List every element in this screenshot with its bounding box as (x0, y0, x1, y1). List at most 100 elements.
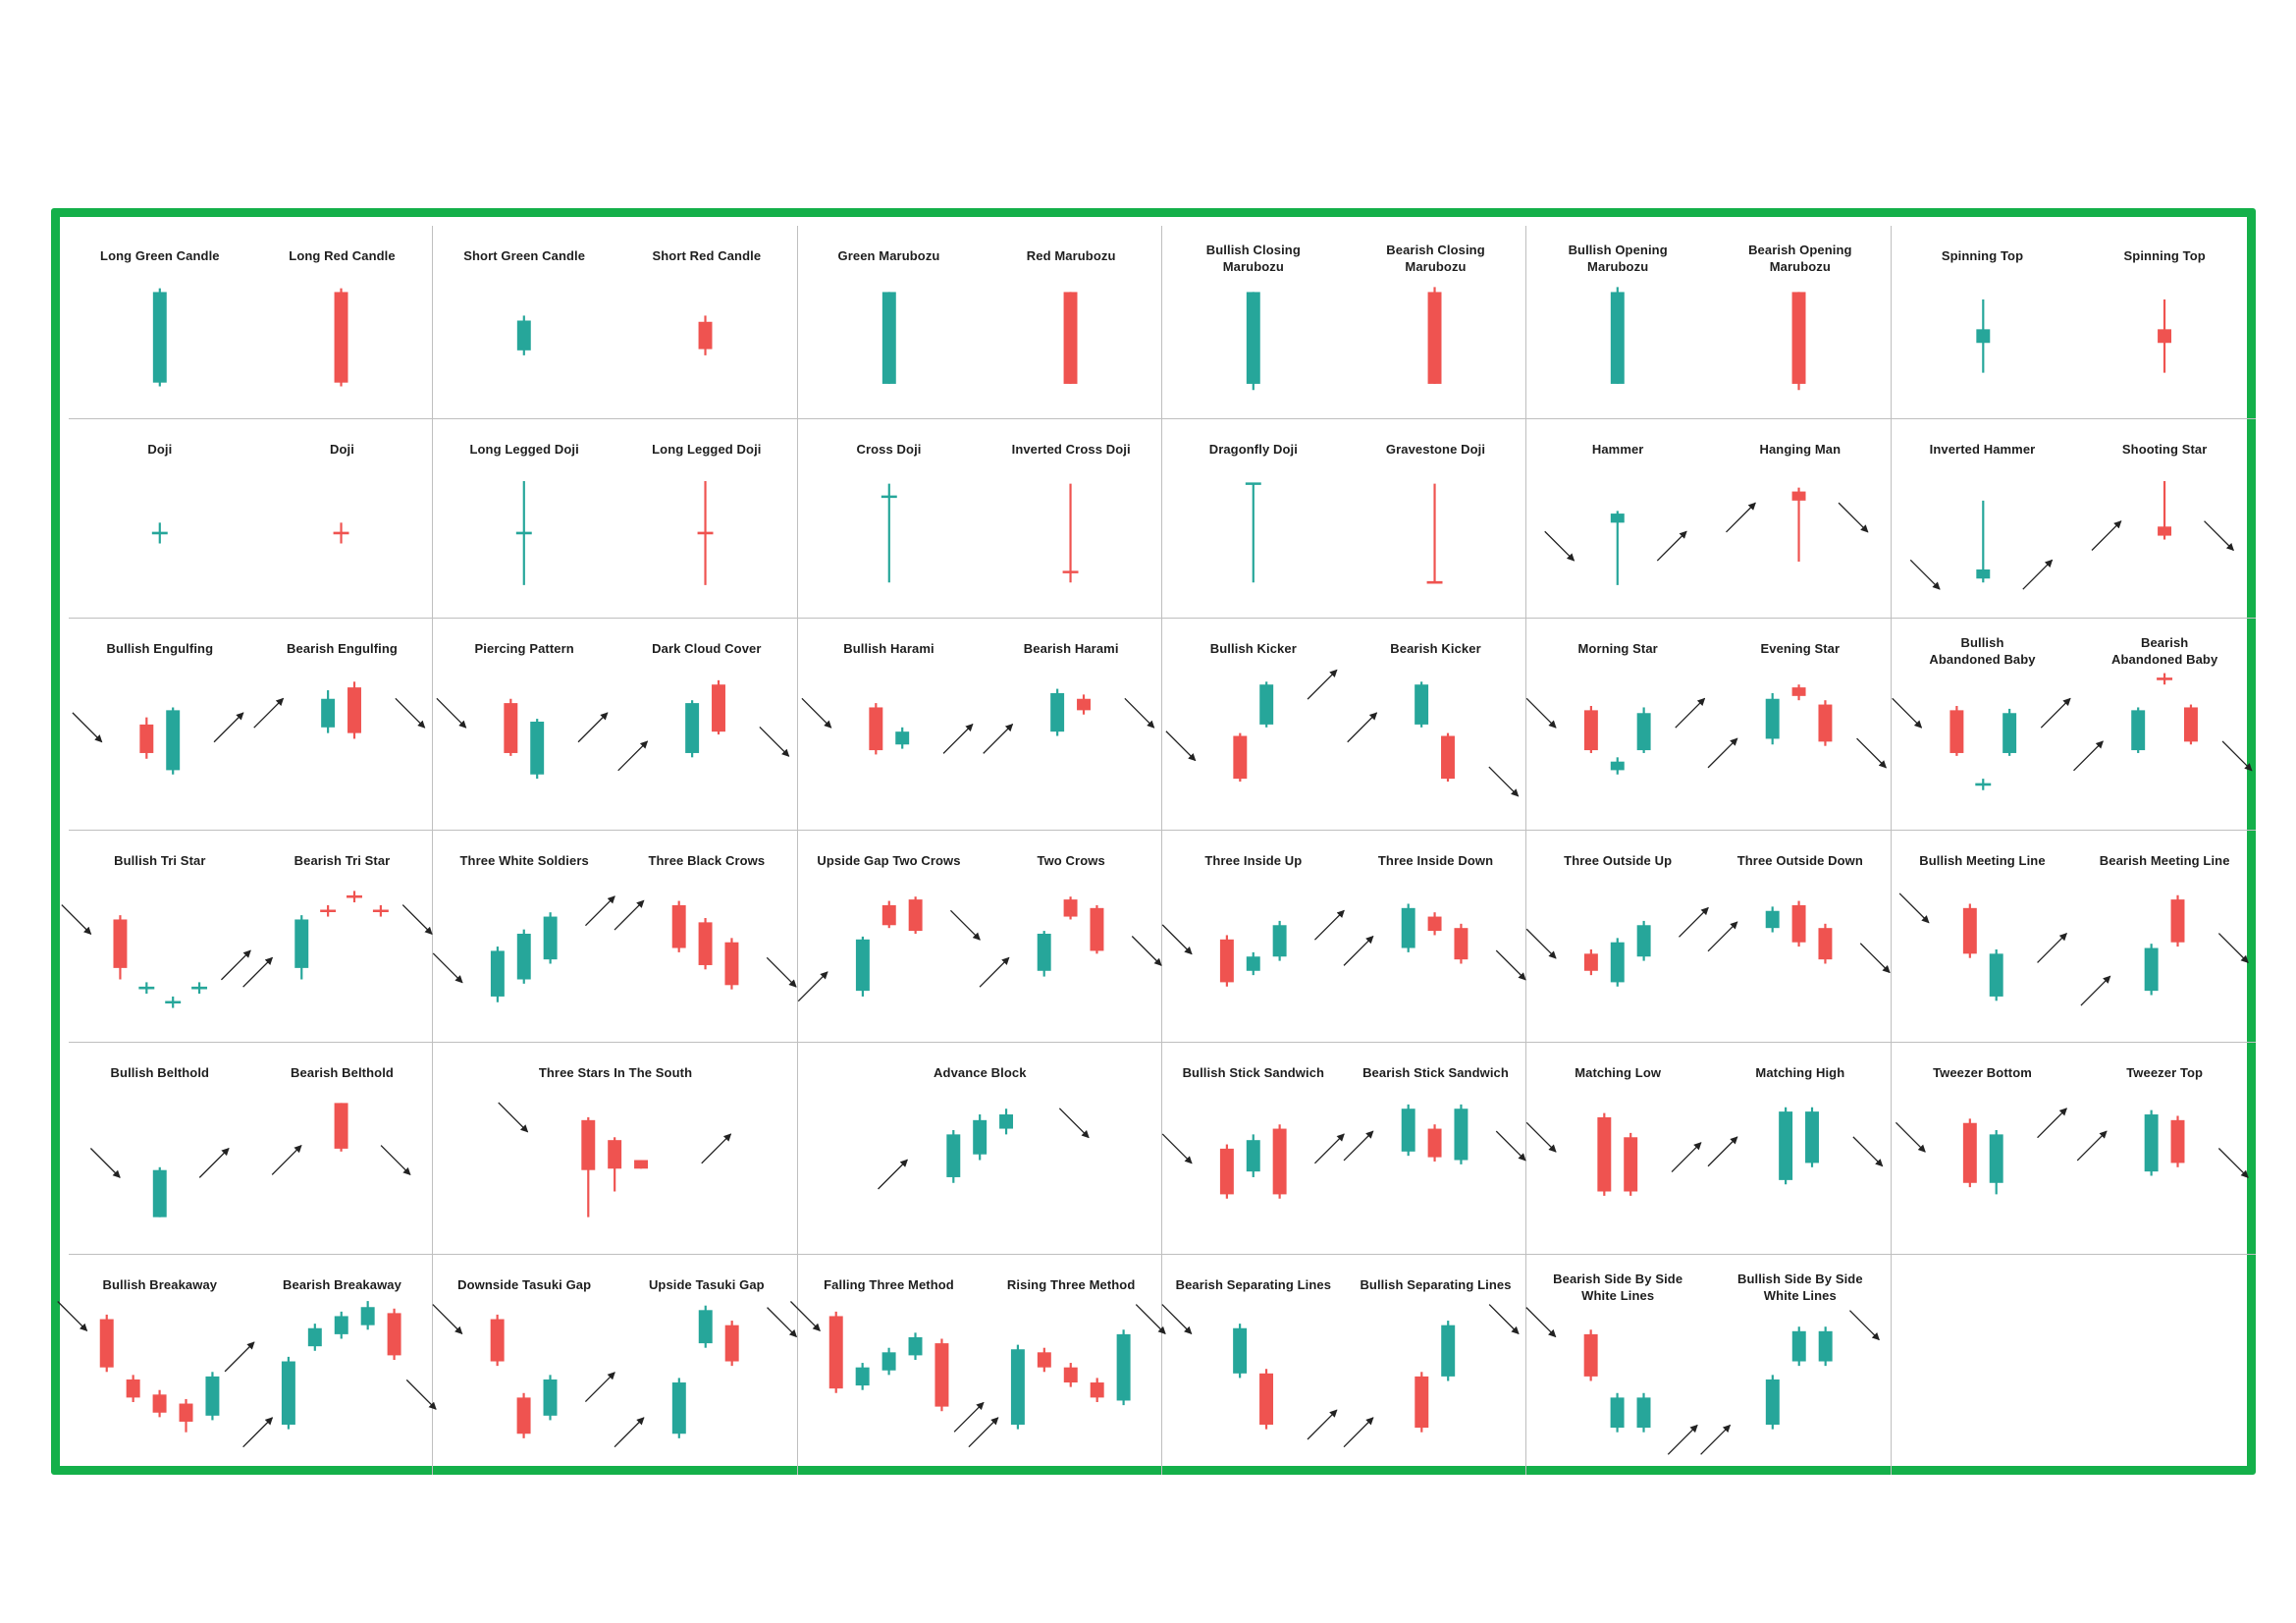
pattern-cell: Bearish Separating Lines Bullish Separati… (1161, 1255, 1527, 1475)
uptrend-arrow (617, 740, 649, 772)
bearish-candle (1597, 1116, 1612, 1192)
pattern-title: Bearish Tri Star (294, 853, 391, 868)
pattern-title: Bullish Belthold (110, 1065, 210, 1080)
bearish-candle (1063, 899, 1078, 917)
bearish-candle (1454, 928, 1468, 960)
downtrend-arrow (1856, 737, 1888, 769)
uptrend-arrow (1343, 1130, 1374, 1162)
bullish-candle (1233, 1327, 1248, 1374)
pattern-title: Bearish Separating Lines (1175, 1277, 1332, 1292)
downtrend-arrow (1852, 1136, 1884, 1167)
downtrend-arrow (1525, 1307, 1557, 1338)
bearish-candle (387, 1313, 401, 1356)
cell-drawing (877, 1108, 1090, 1190)
downtrend-arrow (2217, 1148, 2249, 1178)
downtrend-arrow (1860, 943, 1891, 974)
pattern-title: Long Green Candle (100, 248, 220, 263)
pattern-title: Two Crows (1037, 853, 1105, 868)
uptrend-arrow (1313, 909, 1345, 941)
uptrend-arrow (585, 895, 616, 927)
pattern-title: Bearish Opening Marubozu (1748, 243, 1852, 274)
uptrend-arrow (968, 1417, 999, 1448)
uptrend-arrow (577, 712, 609, 743)
bearish-candle (152, 1394, 167, 1413)
uptrend-arrow (1707, 737, 1738, 769)
pattern-title: Green Marubozu (837, 248, 940, 263)
pattern-title: Bearish Kicker (1390, 641, 1481, 656)
bearish-candle (934, 1343, 949, 1407)
uptrend-arrow (1347, 712, 1378, 743)
bearish-candle (1949, 710, 1964, 753)
cell-drawing (1161, 1104, 1526, 1199)
downtrend-arrow (1161, 924, 1193, 955)
cell-drawing (1526, 684, 1888, 775)
pattern-title: Three Outside Up (1564, 853, 1673, 868)
cell-drawing (881, 292, 1078, 384)
pattern-title: Bearish Stick Sandwich (1362, 1065, 1509, 1080)
bearish-candle (2170, 899, 2185, 943)
cell-drawing (1161, 903, 1526, 987)
pattern-title: Three Black Crows (648, 853, 766, 868)
uptrend-arrow (1675, 697, 1706, 729)
pattern-title: Inverted Cross Doji (1011, 442, 1131, 457)
pattern-title: Evening Star (1760, 641, 1841, 656)
bullish-candle (1766, 910, 1780, 929)
bullish-candle (1415, 684, 1429, 725)
bearish-candle (2183, 707, 2198, 742)
pattern-cell: Bullish Harami Bearish Harami (797, 619, 1162, 831)
uptrend-arrow (1668, 1424, 1699, 1455)
downtrend-arrow (789, 1301, 821, 1331)
downtrend-arrow (1165, 730, 1197, 762)
pattern-cell: Downside Tasuki Gap Upside Tasuki Gap (432, 1255, 798, 1475)
cell-drawing (433, 895, 797, 1002)
bullish-candle (334, 1316, 348, 1334)
pattern-cell: Bullish Opening Marubozu Bearish Opening Ma… (1526, 226, 1892, 419)
downtrend-arrow (1898, 893, 1930, 924)
pattern-cell: Piercing Pattern Dark Cloud Cover (433, 619, 798, 831)
pattern-chart-frame: Long Green Candle Long Red Candle Short Gr… (51, 208, 2256, 1475)
pattern-title: Bullish Engulfing (106, 641, 214, 656)
bearish-candle (1272, 1128, 1287, 1195)
bearish-candle (869, 707, 882, 751)
bullish-candle (1976, 329, 1990, 344)
bearish-candle (1427, 292, 1442, 384)
bearish-candle (1962, 907, 1977, 954)
bullish-candle (855, 939, 870, 992)
bearish-candle (1219, 939, 1234, 983)
bearish-candle (99, 1319, 114, 1368)
cell-drawing (1611, 287, 1806, 391)
bullish-candle (1246, 1140, 1260, 1172)
pattern-title: Advance Block (934, 1065, 1027, 1080)
bullish-candle (1610, 1397, 1625, 1429)
pattern-cell: Three Outside Up Three Outside Down (1526, 831, 1892, 1043)
bullish-candle (152, 1169, 167, 1217)
uptrend-arrow (242, 956, 274, 988)
uptrend-arrow (1657, 530, 1688, 562)
bullish-candle (1259, 684, 1274, 725)
bearish-candle (908, 899, 923, 932)
pattern-title: Downside Tasuki Gap (457, 1277, 592, 1292)
pattern-cell (1892, 1255, 2256, 1475)
uptrend-arrow (797, 971, 828, 1002)
pattern-title: Tweezer Bottom (1933, 1065, 2032, 1080)
cell-drawing (801, 688, 1154, 755)
uptrend-arrow (253, 697, 285, 729)
pattern-title: Short Red Candle (652, 248, 762, 263)
downtrend-arrow (1838, 502, 1869, 533)
bullish-candle (894, 731, 909, 745)
bearish-candle (1076, 698, 1091, 711)
bearish-candle (179, 1403, 193, 1422)
downtrend-arrow (2217, 933, 2249, 964)
pattern-title: Three Outside Down (1736, 853, 1863, 868)
downtrend-arrow (1488, 1304, 1520, 1335)
pattern-cell: Inverted Hammer Shooting Star (1891, 419, 2256, 619)
cell-drawing (1246, 287, 1442, 391)
bearish-candle (1219, 1148, 1234, 1195)
bullish-candle (1401, 907, 1415, 948)
cell-drawing (436, 679, 790, 780)
bullish-candle (2002, 713, 2016, 753)
downtrend-arrow (1526, 928, 1557, 959)
downtrend-arrow (72, 712, 103, 743)
uptrend-arrow (614, 1417, 645, 1448)
downtrend-arrow (1895, 1121, 1926, 1153)
